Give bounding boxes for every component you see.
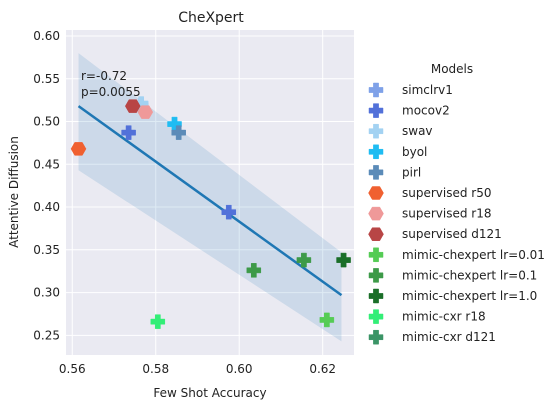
chart-title: CheXpert xyxy=(178,10,244,26)
data-points xyxy=(70,96,351,329)
regression-line xyxy=(77,105,343,297)
legend-marker xyxy=(368,309,384,324)
y-ticks: 0.25 0.30 0.35 0.40 0.45 0.50 0.55 0.60 xyxy=(33,29,60,342)
y-tick-label: 0.45 xyxy=(33,157,60,171)
x-tick-label: 0.60 xyxy=(226,362,253,376)
legend-label: mimic-chexpert lr=1.0 xyxy=(402,289,537,303)
legend-marker xyxy=(368,268,384,283)
grid xyxy=(66,30,354,355)
legend-marker xyxy=(368,206,384,221)
confidence-band xyxy=(78,53,342,342)
y-tick-label: 0.35 xyxy=(33,243,60,257)
data-point xyxy=(70,142,87,156)
data-point xyxy=(336,252,351,268)
legend-label: supervised d121 xyxy=(402,227,502,241)
legend-label: mimic-cxr d121 xyxy=(402,330,496,344)
legend-title: Models xyxy=(431,62,473,76)
x-tick-label: 0.58 xyxy=(142,362,169,376)
x-tick-label: 0.56 xyxy=(59,362,86,376)
data-point xyxy=(124,99,141,113)
y-tick-label: 0.25 xyxy=(33,328,60,342)
legend-label: mocov2 xyxy=(402,104,450,118)
y-tick-label: 0.40 xyxy=(33,200,60,214)
legend: Models simclrv1 mocov2 swav byol pirl supervi… xyxy=(368,62,545,345)
y-tick-label: 0.50 xyxy=(33,115,60,129)
data-point xyxy=(171,125,186,140)
legend-marker xyxy=(368,82,384,98)
legend-label: supervised r50 xyxy=(402,186,492,200)
regression-line-path xyxy=(77,105,343,297)
data-point xyxy=(246,263,262,278)
plot-area xyxy=(66,30,354,355)
legend-label: simclrv1 xyxy=(402,83,453,97)
y-axis-label: Attentive Diffusion xyxy=(7,136,21,248)
legend-marker xyxy=(368,227,384,241)
legend-marker xyxy=(368,288,384,304)
confidence-band-area xyxy=(78,53,342,342)
y-tick-label: 0.30 xyxy=(33,286,60,300)
x-axis-label: Few Shot Accuracy xyxy=(153,386,266,400)
y-tick-label: 0.60 xyxy=(33,29,60,43)
legend-label: mimic-cxr r18 xyxy=(402,310,486,324)
legend-marker xyxy=(368,123,384,139)
legend-label: swav xyxy=(402,124,433,138)
legend-marker xyxy=(368,144,384,160)
legend-marker xyxy=(368,165,384,180)
x-ticks: 0.56 0.58 0.60 0.62 xyxy=(59,362,336,376)
legend-label: mimic-chexpert lr=0.01 xyxy=(402,248,545,262)
pvalue-annotation: p=0.0055 xyxy=(81,85,141,99)
data-point xyxy=(121,125,136,140)
correlation-annotation: r=-0.72 xyxy=(81,69,127,83)
data-point xyxy=(296,252,312,268)
legend-label: supervised r18 xyxy=(402,207,492,221)
legend-marker xyxy=(368,186,384,200)
data-point xyxy=(137,105,154,119)
legend-marker xyxy=(368,103,384,118)
data-point xyxy=(319,312,335,328)
y-tick-label: 0.55 xyxy=(33,72,60,86)
x-tick-label: 0.62 xyxy=(309,362,336,376)
legend-marker xyxy=(368,247,384,263)
legend-label: pirl xyxy=(402,165,421,179)
data-point xyxy=(221,204,237,220)
legend-label: mimic-chexpert lr=0.1 xyxy=(402,268,537,282)
data-point xyxy=(150,314,166,329)
legend-label: byol xyxy=(402,145,427,159)
legend-marker xyxy=(368,329,384,345)
